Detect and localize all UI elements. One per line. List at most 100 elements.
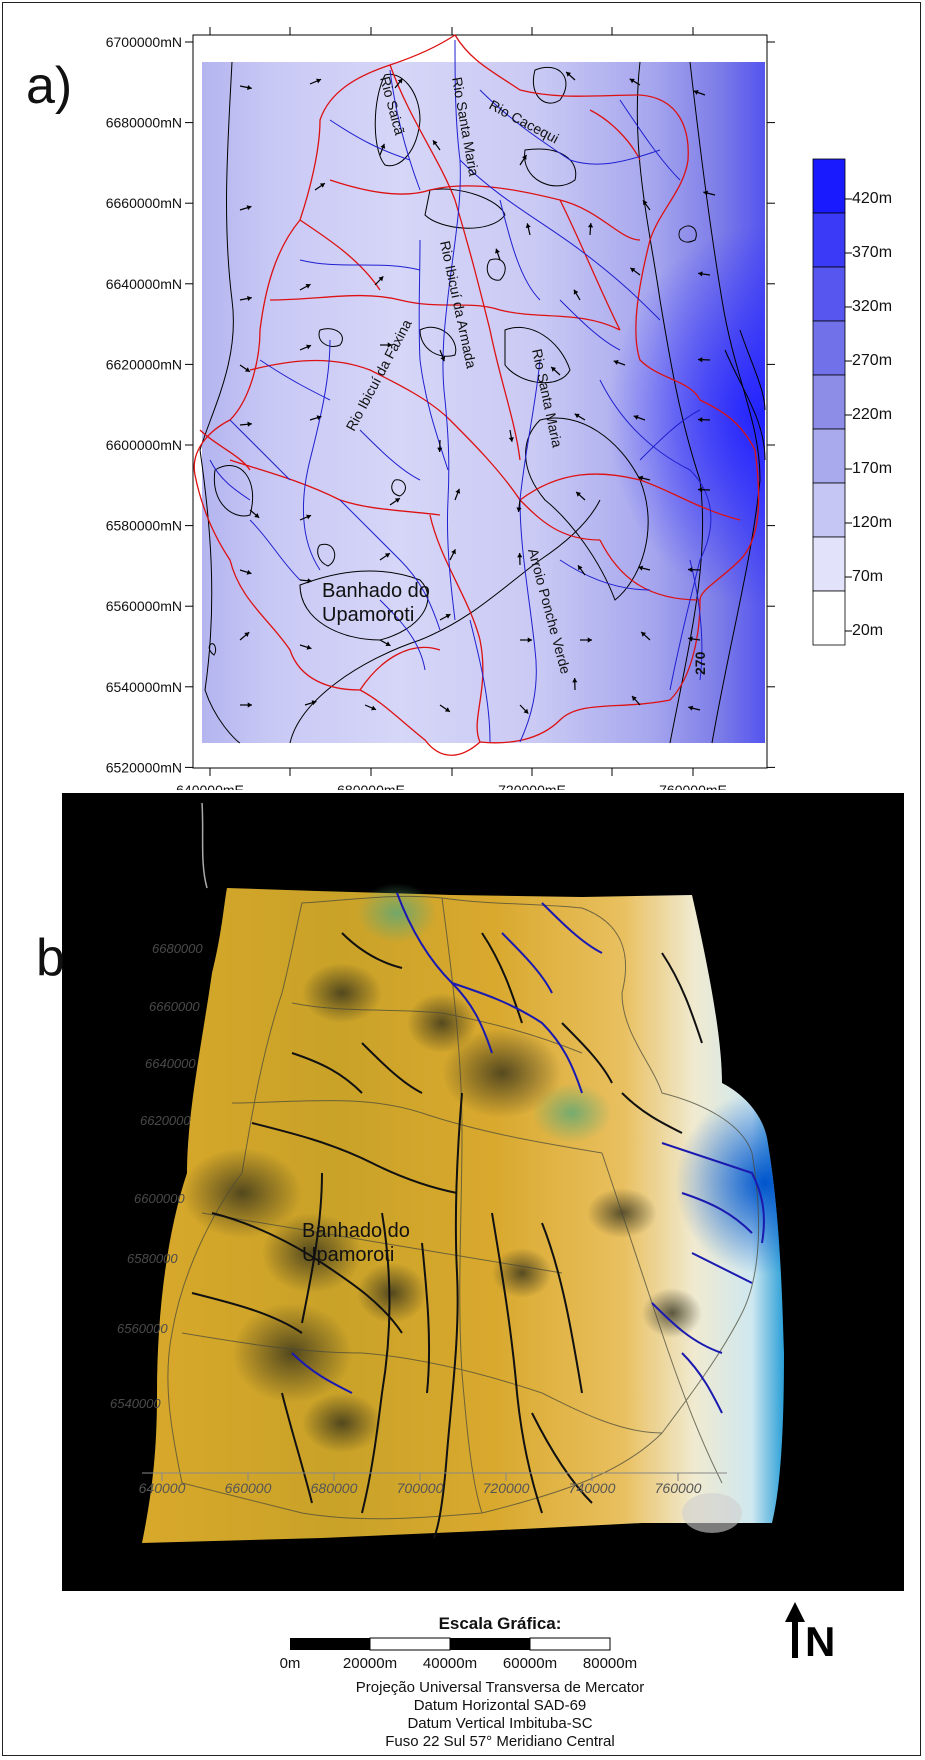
y-tick-label: 6620000mN: [106, 356, 182, 372]
flow-arrow: [613, 359, 626, 366]
flow-arrow: [495, 248, 501, 261]
panel-b-y-ticks: 6680000 6660000 6640000 6620000 6600000 65800…: [110, 941, 203, 1411]
flow-arrow: [239, 295, 252, 301]
basin-boundaries: [193, 34, 760, 756]
panel-b-3d-view: 6680000 6660000 6640000 6620000 6600000 65800…: [62, 793, 904, 1591]
flow-arrow: [439, 349, 446, 362]
panel-b-wire: [201, 802, 208, 889]
panel-b-y-tick: 6660000: [149, 999, 200, 1014]
scale-bar: 0m 20000m 40000m 60000m 80000m: [280, 1637, 637, 1672]
flow-arrow: [239, 569, 252, 575]
flow-arrow: [520, 637, 532, 643]
flow-arrow: [394, 78, 403, 89]
scale-tick-label: 40000m: [423, 1655, 477, 1672]
y-tick-label: 6540000mN: [106, 679, 182, 695]
y-tick-label: 6660000mN: [106, 195, 182, 211]
flow-arrow: [432, 139, 441, 151]
flow-arrow: [703, 190, 716, 196]
scale-tick-label: 20000m: [343, 1655, 397, 1672]
flow-arrow: [309, 415, 322, 421]
projection-line: Datum Vertical Imbituba-SC: [407, 1715, 593, 1732]
y-tick-label: 6520000mN: [106, 759, 182, 775]
panel-a-label: a): [26, 57, 73, 115]
place-label-line2: Upamoroti: [322, 604, 414, 626]
flow-arrow: [697, 487, 711, 493]
flow-arrow: [239, 85, 252, 91]
y-tick-label: 6700000mN: [106, 34, 182, 50]
flow-arrow: [638, 475, 651, 481]
flow-arrow: [374, 275, 384, 286]
flow-arrow: [299, 283, 311, 291]
flow-arrow: [550, 366, 561, 376]
legend-swatch: [812, 590, 846, 646]
terrain-shading: [182, 883, 742, 1533]
panel-b-x-tick: 660000: [225, 1480, 272, 1496]
flow-arrow: [698, 271, 711, 277]
panel-b-y-tick: 6600000: [134, 1191, 185, 1206]
flow-arrow: [517, 552, 523, 566]
y-tick-label: 6560000mN: [106, 598, 182, 614]
panel-a-map: 6700000mN 6680000mN 6660000mN 6640000mN 6620…: [106, 27, 775, 790]
legend-swatch: [812, 374, 846, 430]
flow-arrow: [379, 552, 391, 561]
legend-label: 420m: [852, 190, 893, 207]
flow-arrow: [299, 578, 312, 584]
panel-b-y-tick: 6620000: [140, 1113, 191, 1128]
legend-swatch: [812, 536, 846, 592]
flow-arrow: [574, 413, 586, 421]
y-tick-label: 6640000mN: [106, 276, 182, 292]
flow-arrow: [631, 695, 641, 706]
panel-b-place-line1: Banhado do: [302, 1220, 410, 1242]
flow-arrow: [299, 644, 312, 650]
flow-arrow: [640, 631, 651, 641]
y-tick-label: 6600000mN: [106, 437, 182, 453]
axes-frame: [192, 34, 768, 769]
panel-b-x-tick: 680000: [311, 1480, 358, 1496]
scale-title: Escala Gráfica:: [438, 1614, 562, 1633]
projection-line: Projeção Universal Transversa de Mercato…: [355, 1679, 645, 1696]
flow-arrow: [304, 700, 317, 706]
panel-b-y-tick: 6640000: [145, 1056, 196, 1071]
panel-b-x-tick: 640000: [139, 1480, 186, 1496]
legend-swatch: [812, 212, 846, 268]
north-arrow-icon: N: [785, 1602, 835, 1665]
flow-arrow: [693, 89, 706, 96]
flow-arrow: [525, 223, 531, 236]
flow-arrow: [389, 497, 401, 506]
place-label-line1: Banhado do: [322, 580, 430, 602]
legend-swatch: [812, 428, 846, 484]
flow-arrow: [629, 78, 641, 86]
flow-arrow: [379, 143, 386, 156]
legend-swatch: [812, 266, 846, 322]
y-tick-label: 6580000mN: [106, 518, 182, 534]
flow-arrow: [630, 267, 641, 276]
panel-b-y-tick: 6680000: [152, 941, 203, 956]
flow-arrow: [314, 182, 326, 191]
panel-b-rivers-blue: [291, 892, 765, 1414]
flow-arrow: [573, 289, 581, 301]
flow-arrow: [519, 704, 529, 715]
legend-label: 220m: [852, 406, 893, 423]
north-letter: N: [805, 1618, 835, 1660]
panel-b-y-tick: 6540000: [110, 1396, 161, 1411]
flow-arrow: [516, 499, 522, 512]
legend-label: 270m: [852, 352, 893, 369]
panel-a-y-ticks: 6700000mN 6680000mN 6660000mN 6640000mN 6620…: [106, 34, 775, 775]
flow-arrow: [364, 704, 377, 711]
flow-arrow: [508, 429, 514, 442]
rivers: [209, 39, 712, 743]
flow-arrow: [687, 567, 701, 573]
flow-arrow: [633, 414, 646, 421]
flow-arrow: [299, 514, 312, 521]
flow-arrow: [580, 637, 592, 643]
x-tick-label: 640000mE: [176, 782, 244, 790]
contour-label-270: 270: [692, 651, 708, 675]
surface-highlight: [202, 62, 765, 743]
x-tick-label: 720000mE: [498, 782, 566, 790]
flow-arrow: [575, 491, 586, 501]
flow-arrow: [688, 705, 701, 711]
panel-a-x-ticks: 640000mE 680000mE 720000mE 760000mE: [176, 27, 727, 790]
legend-label: 320m: [852, 298, 893, 315]
panel-b-x-tick: 700000: [397, 1480, 444, 1496]
